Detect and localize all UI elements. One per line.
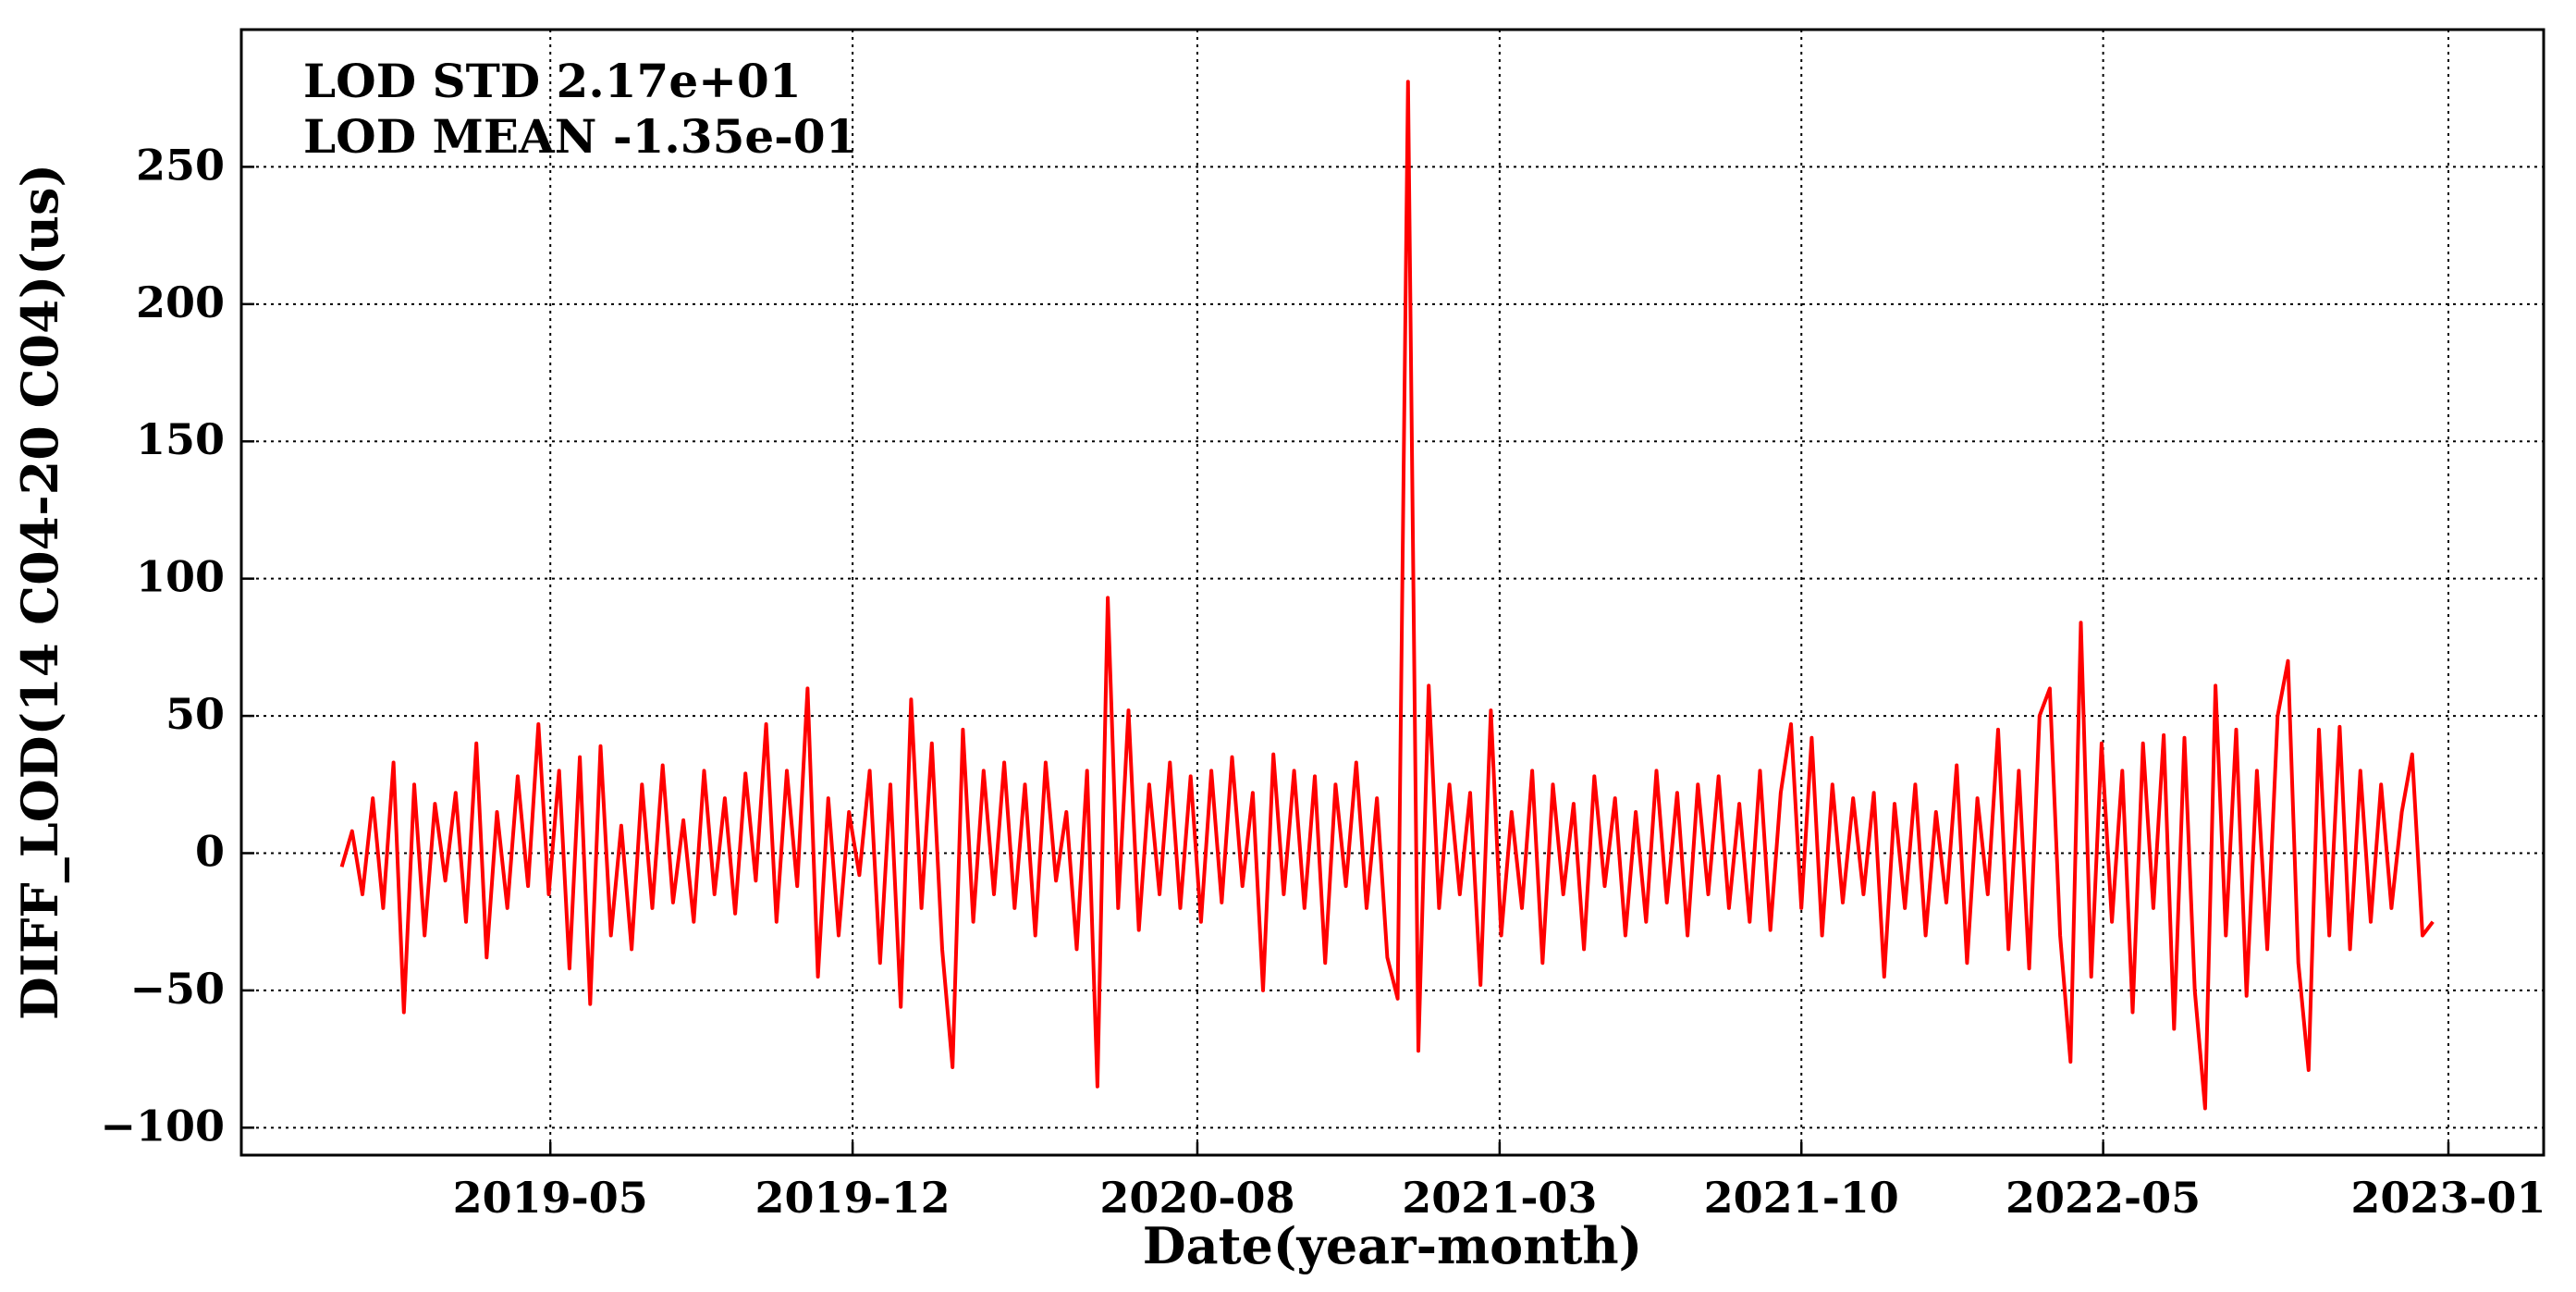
plot-frame: [239, 28, 2545, 1157]
y-tick-label: 250: [136, 140, 225, 190]
data-line: [339, 80, 2435, 1111]
x-axis-label: Date(year-month): [1143, 1216, 1642, 1275]
y-tick-label: −50: [129, 964, 225, 1014]
annotation: LOD STD 2.17e+01: [303, 54, 802, 108]
y-tick-label: −100: [100, 1101, 225, 1150]
x-tick-label: 2021-10: [1704, 1173, 1899, 1223]
annotation: LOD MEAN -1.35e-01: [303, 109, 858, 164]
y-tick-label: 50: [166, 689, 225, 739]
x-tick-label: 2021-03: [1402, 1173, 1597, 1223]
y-tick-label: 100: [136, 552, 225, 602]
x-tick-label: 2019-05: [453, 1173, 648, 1223]
y-tick-label: 200: [136, 277, 225, 327]
y-axis-label: DIFF_LOD(14 C04-20 C04)(us): [10, 164, 69, 1020]
y-tick-label: 0: [195, 826, 225, 876]
x-tick-label: 2022-05: [2006, 1173, 2201, 1223]
y-tick-label: 150: [136, 414, 225, 464]
x-tick-label: 2023-01: [2350, 1173, 2545, 1223]
x-tick-label: 2019-12: [755, 1173, 951, 1223]
x-tick-label: 2020-08: [1099, 1173, 1294, 1223]
